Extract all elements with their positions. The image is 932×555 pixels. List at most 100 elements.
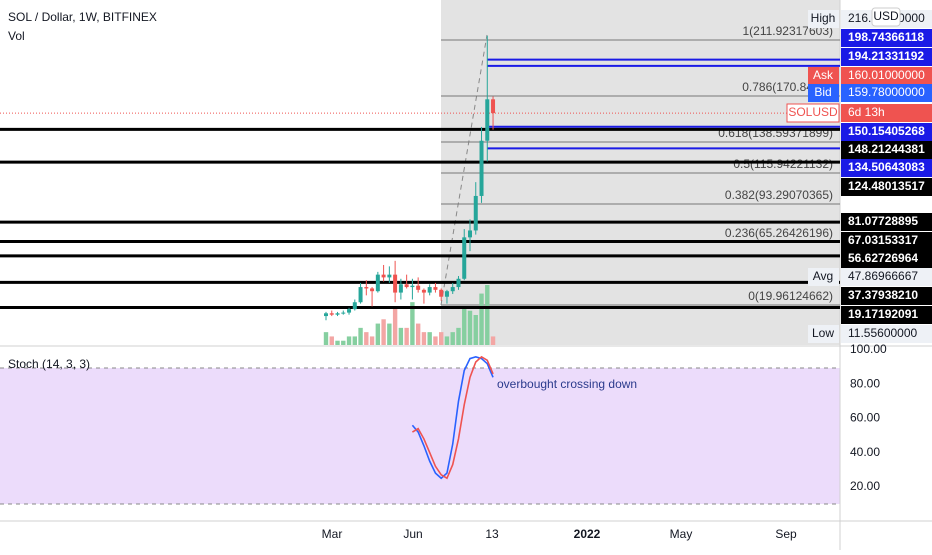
level-label: 134.50643083 xyxy=(848,160,925,174)
marker-label: 11.55600000 xyxy=(848,326,918,340)
level-label: 37.37938210 xyxy=(848,288,918,302)
marker-tag: High xyxy=(811,11,836,25)
level-label: 56.62726964 xyxy=(848,251,918,265)
candle-body xyxy=(398,284,403,293)
candle-body xyxy=(329,313,334,315)
candle-body xyxy=(468,230,472,238)
volume-bar xyxy=(358,327,363,345)
currency-label: USD xyxy=(873,9,899,23)
time-label: Mar xyxy=(322,527,343,541)
marker-tag-box xyxy=(808,84,839,102)
candle-body xyxy=(335,313,340,315)
marker-tag-box xyxy=(808,325,839,343)
candle-body xyxy=(450,287,455,292)
fib-trend-line xyxy=(440,34,488,306)
level-tag xyxy=(841,213,932,231)
candle-body xyxy=(352,302,357,310)
candle-body xyxy=(393,274,398,293)
level-tag xyxy=(841,306,932,324)
volume-bar xyxy=(346,336,352,345)
volume-bar xyxy=(381,319,386,345)
level-label: 81.07728895 xyxy=(848,214,918,228)
level-tag xyxy=(841,287,932,305)
volume-bar xyxy=(433,336,438,345)
marker-tag: Low xyxy=(812,326,834,340)
volume-bar xyxy=(485,285,490,345)
candle-body xyxy=(341,312,346,314)
candle-body xyxy=(324,313,328,317)
candle-body xyxy=(462,237,467,279)
marker-box xyxy=(841,325,932,343)
stoch-tick-label: 40.00 xyxy=(850,445,880,459)
candle-body xyxy=(427,287,432,293)
candle-body xyxy=(370,288,375,292)
marker-label: 160.01000000 xyxy=(848,68,925,82)
level-label: 19.17192091 xyxy=(848,307,918,321)
volume-bar xyxy=(427,332,432,345)
volume-bar xyxy=(456,327,461,345)
marker-box xyxy=(841,104,932,122)
volume-bar xyxy=(439,332,444,345)
volume-bar xyxy=(398,327,404,345)
marker-label: 6d 13h xyxy=(848,105,885,119)
level-label: 67.03153317 xyxy=(848,233,918,247)
candle-body xyxy=(491,99,496,114)
volume-bar xyxy=(341,340,346,345)
volume-bar xyxy=(467,310,473,345)
volume-bar xyxy=(490,336,496,345)
level-label: 150.15405268 xyxy=(848,124,925,138)
time-label: Jun xyxy=(403,527,422,541)
volume-bar xyxy=(473,315,478,345)
candle-body xyxy=(375,274,380,292)
candle-body xyxy=(410,285,415,288)
level-tag xyxy=(841,178,932,196)
annotation: overbought crossing down xyxy=(497,377,637,391)
volume-label: Vol xyxy=(8,29,25,43)
candle-body xyxy=(485,99,490,141)
candle-body xyxy=(416,285,421,290)
candle-body xyxy=(473,195,478,231)
volume-bar xyxy=(323,332,329,345)
stoch-tick-label: 100.00 xyxy=(850,342,887,356)
fib-label: 0(19.96124662) xyxy=(748,289,833,303)
volume-bar xyxy=(387,323,392,345)
stoch-line xyxy=(411,355,494,480)
candle-body xyxy=(456,278,461,288)
candle-body xyxy=(381,274,386,278)
candle-body xyxy=(364,287,369,289)
level-label: 148.21244381 xyxy=(848,142,925,156)
candle-body xyxy=(347,309,352,313)
level-label: 198.74366118 xyxy=(848,30,924,44)
time-label: May xyxy=(670,527,693,541)
marker-label: 47.86966667 xyxy=(848,269,918,283)
level-tag xyxy=(841,48,932,66)
candle-body xyxy=(358,287,363,303)
candle-body xyxy=(444,291,449,297)
volume-bar xyxy=(392,306,398,345)
time-label: Sep xyxy=(775,527,797,541)
currency-button[interactable] xyxy=(871,7,901,27)
candle-body xyxy=(421,289,426,293)
volume-bar xyxy=(375,323,381,345)
marker-box xyxy=(841,67,932,85)
marker-tag-box xyxy=(808,67,839,85)
volume-bar xyxy=(462,306,467,345)
level-tag xyxy=(841,141,932,159)
volume-bar xyxy=(450,332,455,345)
marker-tag: Bid xyxy=(814,85,831,99)
volume-bar xyxy=(410,302,415,345)
marker-tag: Avg xyxy=(813,269,833,283)
stoch-title: Stoch (14, 3, 3) xyxy=(8,357,90,371)
marker-tag: Ask xyxy=(813,68,834,82)
marker-box xyxy=(841,84,932,102)
candle-body xyxy=(433,287,438,290)
volume-bar xyxy=(329,336,334,345)
candle-body xyxy=(404,284,409,288)
volume-bar xyxy=(335,340,340,345)
level-label: 194.21331192 xyxy=(848,49,924,63)
volume-bar xyxy=(444,336,450,345)
stoch-tick-label: 20.00 xyxy=(850,479,880,493)
marker-tag-box xyxy=(808,10,839,28)
level-tag xyxy=(841,159,932,177)
